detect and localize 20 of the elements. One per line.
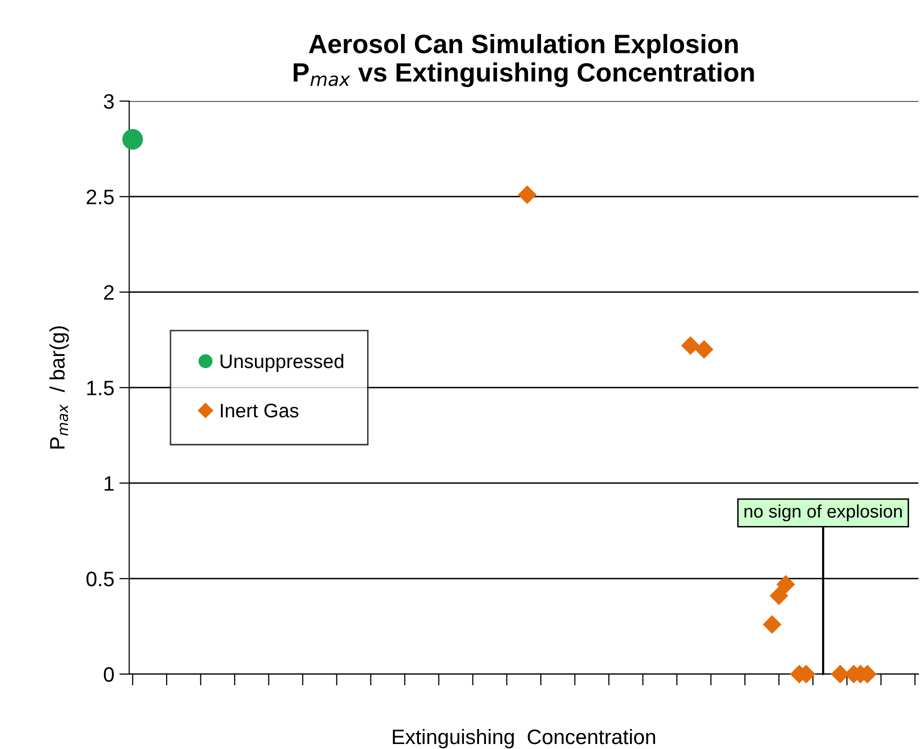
chart-title: Aerosol Can Simulation Explosion P$_{max}$ vs Extinguishing Concentration	[294, 34, 754, 88]
point	[681, 336, 700, 355]
x-axis-title: Extinguishing Concentration	[392, 728, 656, 748]
y-tick-label: 2.5	[86, 190, 114, 204]
y-axis-title: P$_{max}$ / bar(g)	[49, 326, 69, 449]
point	[694, 340, 714, 359]
y-tick-label: 0.5	[86, 572, 114, 586]
point	[776, 575, 796, 594]
point	[770, 586, 788, 606]
y-tick-label: 1	[104, 476, 114, 491]
legend-label: Inert Gas	[220, 404, 298, 418]
y-tick-label: 0	[104, 667, 114, 682]
point	[762, 615, 782, 634]
y-tick-label: 1.5	[87, 380, 114, 396]
y-tick-label: 3	[104, 94, 114, 109]
annotation: no sign of explosion	[744, 504, 902, 522]
legend-label: Unsuppressed	[220, 354, 344, 372]
point	[518, 185, 537, 204]
y-tick-label: 2	[104, 285, 114, 300]
point	[122, 129, 143, 150]
